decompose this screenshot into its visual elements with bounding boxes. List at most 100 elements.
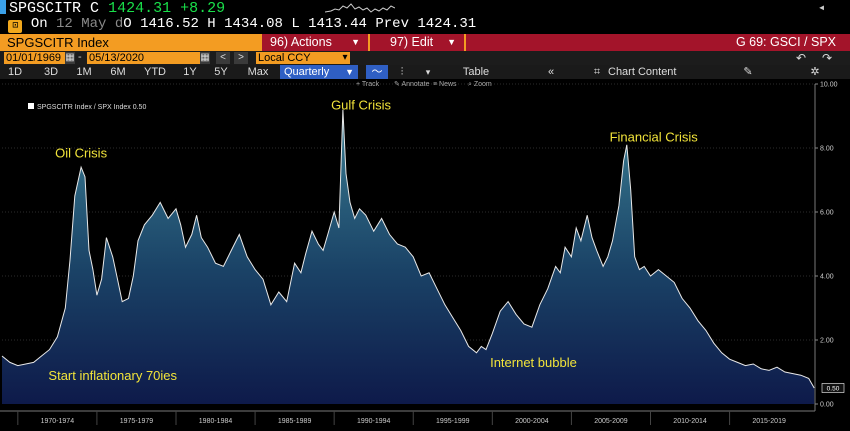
high-label: H — [207, 16, 216, 32]
chart-tools: + Track ✎ Annotate ≡ News ⌕ Zoom — [356, 81, 492, 88]
start-date-field[interactable]: 01/01/1969 — [4, 52, 66, 64]
y-tick-label: 2.00 — [820, 338, 834, 345]
on-label: On — [30, 16, 48, 32]
close-value: 1424.31 — [108, 0, 172, 17]
range-ytd[interactable]: YTD — [144, 66, 166, 78]
track-tool[interactable]: + Track — [356, 81, 380, 88]
chevron-down-icon[interactable]: ▾ — [425, 67, 431, 77]
y-tick-label: 4.00 — [820, 274, 834, 281]
pin-icon[interactable]: ◂ — [818, 1, 826, 15]
sparkline-icon — [325, 3, 395, 13]
svg-text:0.50: 0.50 — [827, 385, 840, 392]
x-tick-label: 2005-2009 — [594, 418, 628, 425]
gear-icon[interactable]: ✲ — [810, 66, 820, 78]
calendar-icon[interactable]: ▦ — [65, 52, 75, 64]
ticker-symbol: SPGSCITR — [9, 0, 82, 17]
last-value-tag: 0.50 — [821, 383, 845, 393]
yellow-key-icon: ⊡ — [8, 20, 23, 33]
annotate-tool[interactable]: ✎ Annotate — [394, 81, 430, 88]
x-tick-label: 1975-1979 — [120, 418, 154, 425]
open-value: 1416.52 — [140, 16, 199, 32]
low-value: 1413.44 — [308, 16, 367, 32]
chart-annotation: Internet bubble — [490, 355, 577, 370]
legend-swatch — [28, 103, 34, 109]
parameter-bar: 01/01/1969 ▦ - 05/13/2020 ▦ < > Local CC… — [0, 51, 850, 65]
forward-arrow-icon[interactable]: > — [234, 52, 248, 64]
range-max[interactable]: Max — [247, 66, 269, 78]
range-3d[interactable]: 3D — [43, 66, 59, 78]
close-label: C — [90, 0, 100, 17]
chart-annotation: Oil Crisis — [55, 146, 107, 161]
x-tick-label: 1980-1984 — [199, 418, 233, 425]
actions-label: 96) Actions — [270, 35, 332, 49]
back-arrow-icon[interactable]: < — [216, 52, 230, 64]
chevron-down-icon: ▼ — [447, 37, 456, 47]
zoom-tool[interactable]: ⌕ Zoom — [468, 81, 492, 88]
y-tick-label: 10.00 — [820, 82, 838, 89]
legend-label: SPGSCITR Index / SPX Index 0.50 — [37, 104, 146, 111]
y-axis: 10.00 8.00 6.00 4.00 2.00 0.00 — [815, 82, 838, 409]
actions-menu[interactable]: 96) Actions ▼ — [262, 34, 368, 51]
chart-annotation: Financial Crisis — [610, 130, 699, 145]
range-1d[interactable]: 1D — [7, 66, 23, 78]
range-6m[interactable]: 6M — [110, 66, 126, 78]
edit-pencil-icon[interactable]: ✎ — [743, 66, 753, 78]
line-chart-icon[interactable]: 〜 — [366, 65, 388, 79]
ticker-bar: SPGSCITR C 1424.31 +8.29 ◂ — [0, 0, 850, 17]
chevron-down-icon: ▼ — [351, 37, 360, 47]
x-tick-label: 2015-2019 — [752, 418, 786, 425]
date-separator: - — [78, 51, 82, 63]
chart-annotation: Start inflationary 70ies — [48, 368, 177, 383]
x-tick-label: 1970-1974 — [41, 418, 75, 425]
ticker-highlight — [0, 0, 6, 14]
chevron-down-icon: ▼ — [345, 67, 354, 77]
change-value: +8.29 — [180, 0, 226, 17]
template-name: G 69: GSCI / SPX — [735, 35, 836, 49]
prev-value: 1424.31 — [417, 16, 477, 32]
series-line — [1, 109, 815, 389]
chart-content-button[interactable]: Chart Content — [608, 66, 677, 78]
end-date-field[interactable]: 05/13/2020 — [87, 52, 201, 64]
annotations: Oil Crisis Gulf Crisis Financial Crisis Int… — [48, 98, 698, 383]
period-select[interactable]: Quarterly ▼ — [280, 65, 358, 79]
chart-area[interactable]: 10.00 8.00 6.00 4.00 2.00 0.00 1970-1974 1975-… — [0, 80, 850, 431]
currency-select[interactable]: Local CCY — [256, 52, 344, 64]
bar-type-icon[interactable]: ⫶ — [400, 66, 404, 78]
edit-menu[interactable]: 97) Edit ▼ — [370, 34, 464, 51]
function-title-bar: SPGSCITR Index 96) Actions ▼ 97) Edit ▼ … — [0, 34, 850, 51]
x-tick-label: 1990-1994 — [357, 418, 391, 425]
y-tick-label: 0.00 — [820, 402, 834, 409]
chart-content-icon[interactable]: ⌗ — [593, 66, 601, 78]
x-tick-label: 2010-2014 — [673, 418, 707, 425]
x-tick-label: 1995-1999 — [436, 418, 470, 425]
range-1m[interactable]: 1M — [76, 66, 92, 78]
chart-legend: SPGSCITR Index / SPX Index 0.50 — [28, 103, 146, 111]
range-5y[interactable]: 5Y — [214, 66, 228, 78]
quote-date: 12 May — [56, 16, 107, 32]
low-label: L — [291, 16, 300, 32]
high-value: 1434.08 — [224, 16, 283, 32]
open-label: O — [123, 16, 132, 32]
period-label: Quarterly — [284, 66, 330, 78]
index-title: SPGSCITR Index — [7, 35, 109, 50]
range-1y[interactable]: 1Y — [183, 66, 197, 78]
series-area-fill — [2, 109, 815, 404]
table-button[interactable]: Table — [462, 66, 490, 78]
undo-icon[interactable]: ↶ — [796, 51, 807, 65]
chart-template-label: G 69: GSCI / SPX — [466, 34, 850, 51]
chevron-down-icon[interactable]: ▾ — [340, 52, 350, 64]
x-tick-label: 2000-2004 — [515, 418, 549, 425]
x-axis: 1970-1974 1975-1979 1980-1984 1985-1989 1990… — [17, 411, 786, 425]
edit-label: 97) Edit — [390, 35, 434, 49]
x-tick-label: 1985-1989 — [278, 418, 312, 425]
chart-annotation: Gulf Crisis — [331, 98, 391, 113]
calendar-icon[interactable]: ▦ — [200, 52, 210, 64]
quote-bar: ⊡ On 12 May dO 1416.52 H 1434.08 L 1413.… — [0, 16, 850, 33]
range-toolbar: 1D 3D 1M 6M YTD 1Y 5Y Max Quarterly ▼ 〜 … — [0, 65, 850, 79]
y-tick-label: 6.00 — [820, 210, 834, 217]
d-label: d — [114, 16, 124, 32]
prev-label: Prev — [375, 16, 409, 32]
collapse-icon[interactable]: « — [547, 66, 555, 78]
news-tool[interactable]: ≡ News — [433, 81, 457, 88]
redo-icon[interactable]: ↷ — [822, 51, 833, 65]
